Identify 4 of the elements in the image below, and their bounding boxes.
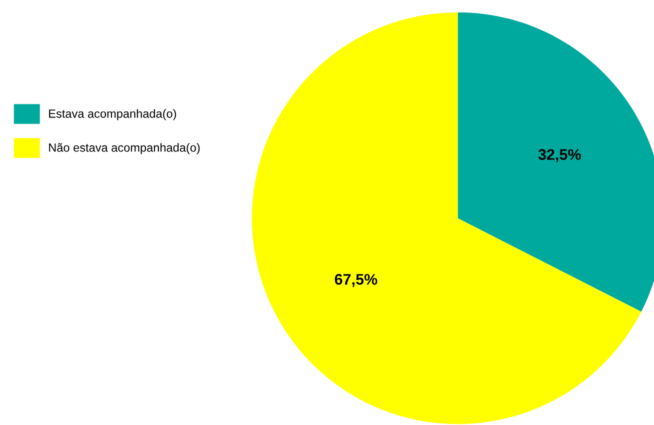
- legend-label: Estava acompanhada(o): [49, 109, 176, 120]
- legend-label: Não estava acompanhada(o): [49, 143, 200, 154]
- data-label: 67,5%: [334, 274, 378, 287]
- data-label: 32,5%: [538, 149, 581, 162]
